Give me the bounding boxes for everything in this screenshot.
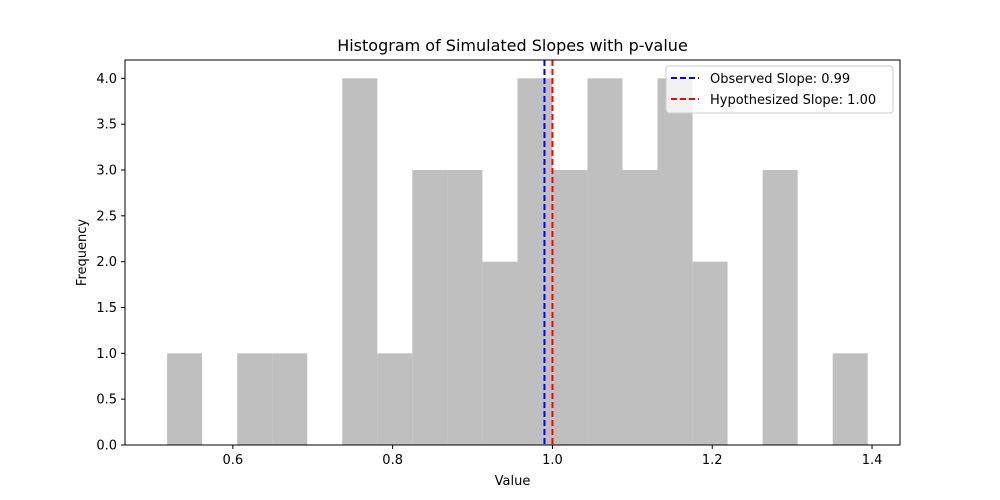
y-axis-label: Frequency xyxy=(75,219,90,286)
histogram-bar xyxy=(482,261,518,445)
y-axis-ticks: 0.0 0.5 1.0 1.5 2.0 2.5 3.0 3.5 4.0 xyxy=(96,72,125,454)
histogram-bars xyxy=(167,78,868,445)
y-tick-label: 1.5 xyxy=(96,301,117,316)
histogram-bar xyxy=(657,78,693,445)
reference-lines xyxy=(543,60,554,445)
histogram-bar xyxy=(377,353,413,445)
histogram-bar xyxy=(447,170,483,445)
y-tick-label: 2.5 xyxy=(96,209,117,224)
chart-title: Histogram of Simulated Slopes with p-val… xyxy=(337,36,688,55)
histogram-bar xyxy=(517,78,553,445)
legend: Observed Slope: 0.99 Hypothesized Slope:… xyxy=(665,65,894,114)
y-tick-label: 3.0 xyxy=(96,164,117,179)
y-tick-label: 2.0 xyxy=(96,255,117,270)
y-tick-label: 1.0 xyxy=(96,347,117,362)
histogram-bar xyxy=(762,170,798,445)
histogram-bar xyxy=(552,170,588,445)
legend-label-observed-slope: Observed Slope: 0.99 xyxy=(710,72,850,87)
y-tick-label: 0.5 xyxy=(96,393,117,408)
y-tick-label: 0.0 xyxy=(96,439,117,454)
x-tick-label: 0.8 xyxy=(382,453,403,468)
histogram-bar xyxy=(832,353,868,445)
x-tick-label: 1.2 xyxy=(702,453,723,468)
x-tick-label: 1.0 xyxy=(542,453,563,468)
x-axis-label: Value xyxy=(495,474,531,489)
legend-box xyxy=(665,65,894,114)
histogram-bar xyxy=(587,78,623,445)
histogram-bar xyxy=(272,353,308,445)
plot-area-frame xyxy=(124,59,901,446)
histogram-bar xyxy=(167,353,203,445)
x-axis-ticks: 0.6 0.8 1.0 1.2 1.4 xyxy=(223,445,883,468)
histogram-bar xyxy=(622,170,658,445)
y-tick-label: 4.0 xyxy=(96,72,117,87)
histogram-bar xyxy=(237,353,273,445)
legend-label-hypothesized-slope: Hypothesized Slope: 1.00 xyxy=(710,93,876,108)
histogram-bar xyxy=(342,78,378,445)
y-tick-label: 3.5 xyxy=(96,118,117,133)
histogram-bar xyxy=(692,261,728,445)
histogram-bar xyxy=(412,170,448,445)
x-tick-label: 0.6 xyxy=(223,453,244,468)
x-tick-label: 1.4 xyxy=(862,453,883,468)
